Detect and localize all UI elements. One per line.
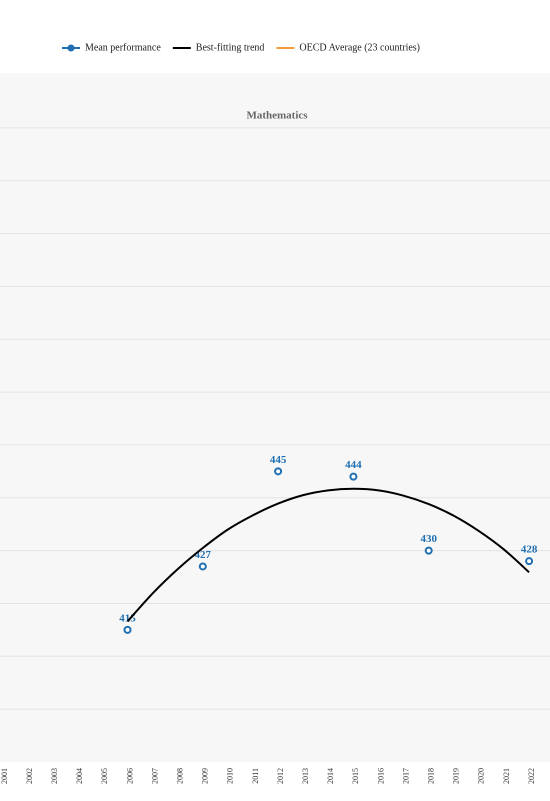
legend-label: Mean performance xyxy=(85,42,161,53)
x-tick-label: 2010 xyxy=(226,768,235,784)
x-tick-label: 2008 xyxy=(176,768,185,784)
x-tick-label: 2011 xyxy=(251,768,260,784)
x-tick-label: 2009 xyxy=(201,768,210,784)
x-tick-label: 2006 xyxy=(125,768,134,784)
legend-marker xyxy=(67,44,75,52)
point xyxy=(424,546,433,555)
x-tick-label: 2015 xyxy=(351,768,360,784)
legend-label: OECD Average (23 countries) xyxy=(299,42,420,53)
x-tick-label: 2018 xyxy=(427,768,436,784)
x-tick-label: 2002 xyxy=(25,768,34,784)
x-tick-label: 2016 xyxy=(376,768,385,784)
data-label: 444 xyxy=(345,459,362,471)
series-line xyxy=(126,487,530,623)
data-label: 430 xyxy=(420,533,437,545)
data-label: 427 xyxy=(195,549,212,561)
chart-title: Mathematics xyxy=(246,110,308,122)
x-tick-label: 2017 xyxy=(401,768,410,784)
x-tick-label: 2005 xyxy=(100,768,109,784)
point xyxy=(198,562,207,571)
data-label: 428 xyxy=(521,544,538,556)
x-tick-label: 2020 xyxy=(477,768,486,784)
x-tick-label: 2019 xyxy=(452,768,461,784)
x-tick-label: 2014 xyxy=(326,768,335,784)
x-tick-label: 2013 xyxy=(301,768,310,784)
x-tick-label: 2021 xyxy=(502,768,511,784)
x-tick-label: 2001 xyxy=(0,768,9,784)
data-label: 445 xyxy=(270,454,287,466)
x-tick-label: 2007 xyxy=(150,768,159,784)
point xyxy=(123,625,132,634)
point xyxy=(349,472,358,481)
legend-label: Best-fitting trend xyxy=(196,42,265,53)
x-tick-label: 2003 xyxy=(50,768,59,784)
point xyxy=(525,557,534,566)
x-tick-label: 2012 xyxy=(276,768,285,784)
point xyxy=(274,467,283,476)
plot-background xyxy=(0,73,550,762)
x-tick-label: 2004 xyxy=(75,768,84,784)
x-tick-label: 2022 xyxy=(527,768,536,784)
